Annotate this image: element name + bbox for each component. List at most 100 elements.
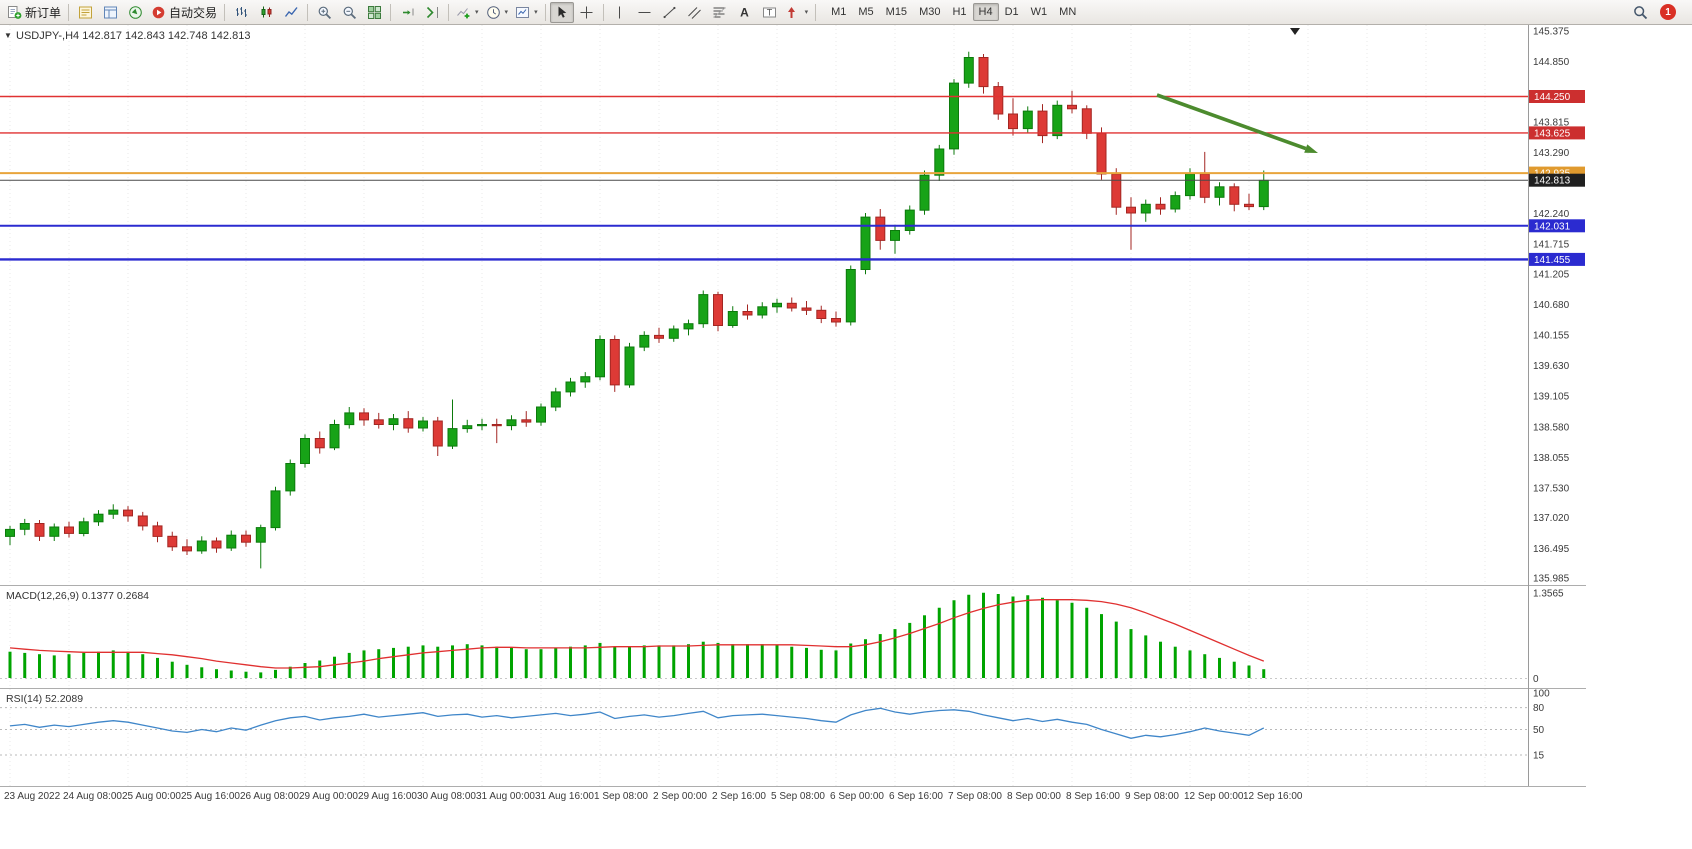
arrows-button[interactable]: ▾ [783,2,812,23]
chart-shift-button[interactable] [420,2,444,23]
svg-text:136.495: 136.495 [1533,544,1570,555]
svg-text:140.680: 140.680 [1533,300,1570,311]
market-watch-button[interactable] [73,2,97,23]
svg-text:7 Sep 08:00: 7 Sep 08:00 [948,791,1002,802]
toolbar: 新订单 自动交易 ▾ ▾ ▾ A T ▾ M1 M5 M15 M30 H1 H4 D1 W1 MN 1 [0,0,1692,25]
svg-text:26 Aug 08:00: 26 Aug 08:00 [240,791,299,802]
svg-text:2 Sep 16:00: 2 Sep 16:00 [712,791,766,802]
bar-chart-button[interactable] [229,2,253,23]
timeframe-m1-button[interactable]: M1 [831,6,847,18]
zoom-in-button[interactable] [312,2,336,23]
text-icon: A [737,5,752,20]
text-label-icon: T [762,5,777,20]
auto-trading-button-label: 自动交易 [169,5,218,20]
zoom-out-button[interactable] [337,2,361,23]
svg-text:5 Sep 08:00: 5 Sep 08:00 [771,791,825,802]
chart-window: 145.375 144.850 143.815 143.290 142.240 141.7… [0,25,1692,849]
svg-text:6 Sep 16:00: 6 Sep 16:00 [889,791,943,802]
chart-canvas[interactable]: 145.375 144.850 143.815 143.290 142.240 141.7… [0,25,1692,849]
auto-scroll-button[interactable] [395,2,419,23]
svg-text:135.985: 135.985 [1533,574,1570,585]
svg-text:8 Sep 00:00: 8 Sep 00:00 [1007,791,1061,802]
indicators-button[interactable]: ▾ [453,2,482,23]
candlestick-series [5,51,1269,569]
svg-text:1.3565: 1.3565 [1533,589,1564,600]
timeframe-m5-button[interactable]: M5 [858,6,874,18]
svg-text:142.240: 142.240 [1533,209,1570,220]
rsi-line [9,707,1265,739]
rsi-pane: RSI(14) 52.2089 100 80 50 15 [0,689,1550,762]
rsi-label: RSI(14) 52.2089 [6,693,83,705]
clock-icon [486,5,501,20]
candlestick-chart-button[interactable] [254,2,278,23]
arrows-icon [786,5,801,20]
trendline-button[interactable] [658,2,682,23]
text-button[interactable]: A [733,2,757,23]
auto-trading-button[interactable]: 自动交易 [148,2,220,23]
svg-text:137.530: 137.530 [1533,484,1570,495]
cursor-icon [554,5,569,20]
data-window-icon [103,5,118,20]
line-chart-button[interactable] [279,2,303,23]
grid-lines [9,25,1486,786]
svg-text:24 Aug 08:00: 24 Aug 08:00 [63,791,122,802]
search-button[interactable] [1628,2,1652,23]
vertical-line-button[interactable] [608,2,632,23]
svg-text:138.580: 138.580 [1533,422,1570,433]
svg-text:29 Aug 16:00: 29 Aug 16:00 [358,791,417,802]
channel-button[interactable] [683,2,707,23]
timeframe-group: M1 M5 M15 M30 H1 H4 D1 W1 MN [825,3,1082,21]
timeframe-m15-button[interactable]: M15 [885,6,908,18]
cursor-button[interactable] [549,1,574,23]
timeframe-w1-button[interactable]: W1 [1030,6,1048,18]
svg-text:140.155: 140.155 [1533,331,1570,342]
toolbar-separator [602,3,604,21]
chart-ohlc-title: USDJPY-,H4 142.817 142.843 142.748 142.8… [16,30,250,42]
fibonacci-icon [712,5,727,20]
chart-shift-marker-icon[interactable] [1290,28,1300,35]
bar-chart-icon [234,5,249,20]
svg-text:30 Aug 08:00: 30 Aug 08:00 [417,791,476,802]
svg-text:144.850: 144.850 [1533,57,1570,68]
svg-text:31 Aug 16:00: 31 Aug 16:00 [535,791,594,802]
timeframe-h1-button[interactable]: H1 [952,6,967,18]
macd-label: MACD(12,26,9) 0.1377 0.2684 [6,590,149,602]
svg-text:144.250: 144.250 [1534,92,1571,103]
chart-shift-icon [425,5,440,20]
new-order-button[interactable]: 新订单 [4,2,64,23]
timeframe-h4-button[interactable]: H4 [972,3,999,21]
toolbar-separator [224,3,226,21]
svg-text:9 Sep 08:00: 9 Sep 08:00 [1125,791,1179,802]
crosshair-button[interactable] [575,2,599,23]
trend-arrow-annotation[interactable] [1156,93,1318,153]
svg-text:142.031: 142.031 [1534,221,1571,232]
hline-icon [637,5,652,20]
tile-windows-button[interactable] [362,2,386,23]
chart-collapse-arrow-icon[interactable]: ▼ [4,31,12,40]
market-watch-icon [78,5,93,20]
navigator-button[interactable] [123,2,147,23]
horizontal-line-button[interactable] [633,2,657,23]
timeframe-d1-button[interactable]: D1 [1004,6,1019,18]
svg-text:1 Sep 08:00: 1 Sep 08:00 [594,791,648,802]
svg-text:A: A [740,5,749,19]
templates-button[interactable]: ▾ [512,2,541,23]
text-label-button[interactable]: T [758,2,782,23]
svg-text:2 Sep 00:00: 2 Sep 00:00 [653,791,707,802]
svg-text:143.625: 143.625 [1534,128,1571,139]
template-icon [515,5,530,20]
timeframe-mn-button[interactable]: MN [1059,6,1077,18]
timeframe-m30-button[interactable]: M30 [919,6,941,18]
svg-text:6 Sep 00:00: 6 Sep 00:00 [830,791,884,802]
time-axis[interactable]: 23 Aug 2022 24 Aug 08:00 25 Aug 00:00 25 Au… [4,791,1303,802]
periods-button[interactable]: ▾ [483,2,512,23]
toolbar-separator [307,3,309,21]
svg-text:141.455: 141.455 [1534,255,1571,266]
fibonacci-button[interactable] [708,2,732,23]
svg-text:T: T [767,7,773,17]
indicators-icon [456,5,471,20]
data-window-button[interactable] [98,2,122,23]
svg-text:137.020: 137.020 [1533,513,1570,524]
svg-text:8 Sep 16:00: 8 Sep 16:00 [1066,791,1120,802]
notification-badge[interactable]: 1 [1660,4,1676,20]
